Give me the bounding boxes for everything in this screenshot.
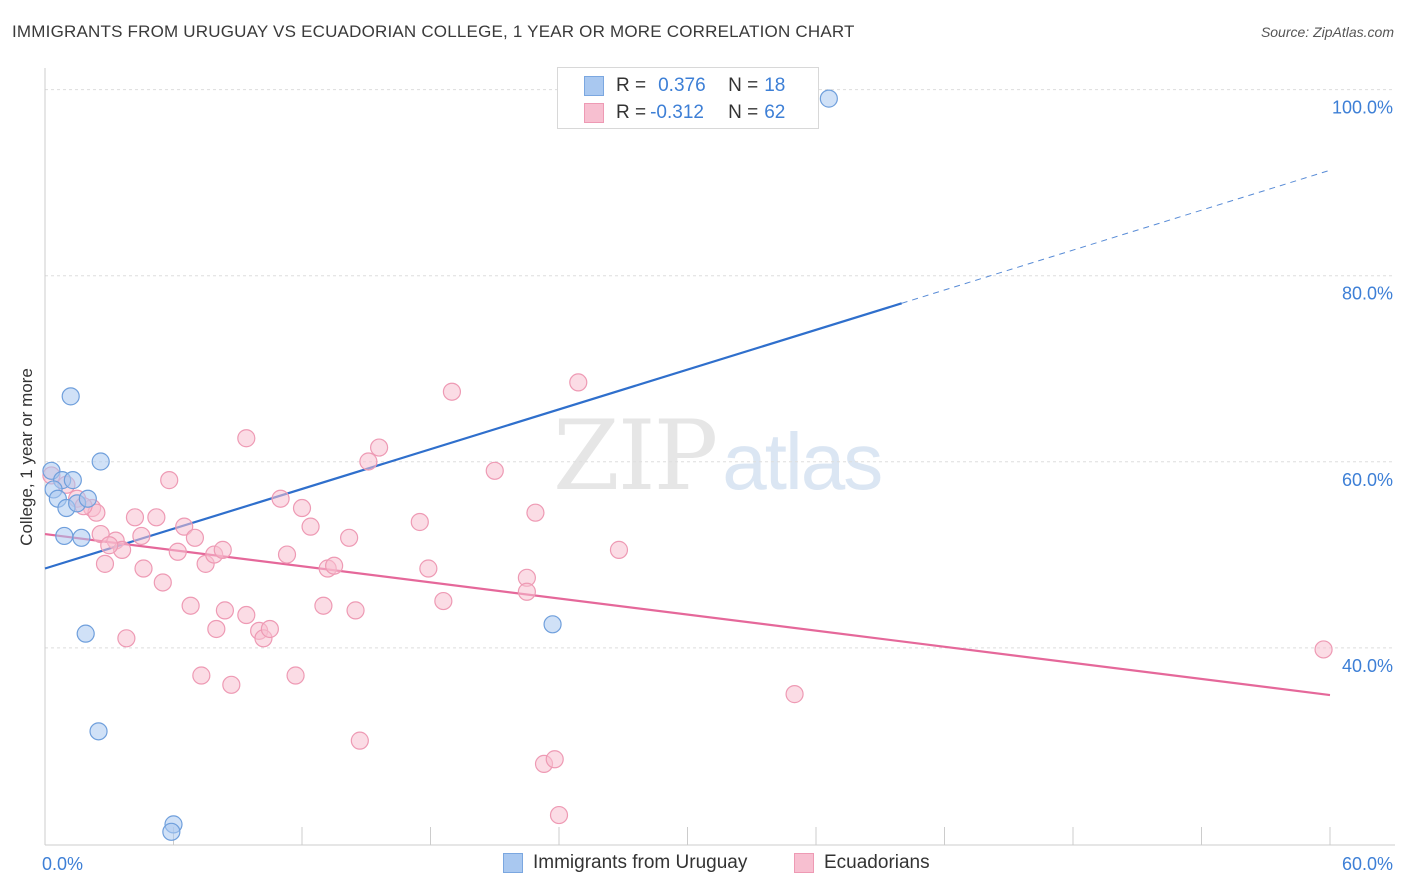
point-immigrants-from-uruguay [63,471,82,490]
point-immigrants-from-uruguay [61,387,80,406]
legend-n-label: N = [728,102,759,123]
y-tick-label: 80.0% [1342,284,1393,304]
legend-r-label: R = [616,102,647,123]
point-ecuadorians [526,503,545,522]
point-immigrants-from-uruguay [91,452,110,471]
point-ecuadorians [132,526,151,546]
tick-labels: 100.0% 80.0% 60.0% 40.0% 0.0% 60.0% [42,98,1393,874]
legend-swatch-ecuadorians [584,103,604,123]
watermark-zip: ZIP [553,400,718,512]
point-ecuadorians [271,489,290,508]
point-ecuadorians [222,675,241,694]
point-ecuadorians [125,508,145,527]
source-label: Source: ZipAtlas.com [1260,24,1394,40]
legend-label-uruguay: Immigrants from Uruguay [533,852,748,873]
y-tick-label: 100.0% [1332,98,1393,118]
legend-n-value: 18 [764,75,786,96]
legend-row-ecuadorians: R = -0.312 N = 62 [558,100,785,126]
point-ecuadorians [359,452,378,471]
point-ecuadorians [301,517,320,536]
legend-n-label: N = [728,75,759,96]
legend-r-value: -0.312 [650,102,704,123]
point-immigrants-from-uruguay [78,489,97,508]
legend-swatch-uruguay [503,853,523,873]
legend-label-ecuadorians: Ecuadorians [824,852,930,873]
point-ecuadorians [346,601,365,620]
point-ecuadorians [370,438,389,457]
point-ecuadorians [569,373,588,392]
legend-swatch-ecuadorians [794,853,814,873]
point-ecuadorians [237,605,256,625]
point-ecuadorians [237,429,256,448]
point-immigrants-from-uruguay [76,624,95,643]
axes [44,68,1395,846]
point-ecuadorians [260,619,279,639]
point-ecuadorians [185,528,205,547]
point-ecuadorians [545,750,564,769]
trend-line-immigrants-from-uruguay [44,302,902,570]
point-ecuadorians [286,666,305,685]
legend-r-value: 0.376 [658,75,706,96]
chart-title: IMMIGRANTS FROM URUGUAY VS ECUADORIAN CO… [12,22,855,41]
y-tick-label: 40.0% [1342,656,1393,676]
point-immigrants-from-uruguay [162,822,181,841]
point-ecuadorians [434,591,453,611]
point-ecuadorians [419,559,438,578]
point-ecuadorians [95,554,115,573]
point-immigrants-from-uruguay [89,722,108,741]
legend-row-uruguay: R = 0.376 N = 18 [558,73,785,99]
data-points [42,89,1333,841]
point-ecuadorians [134,559,153,578]
point-ecuadorians [213,540,232,559]
point-ecuadorians [192,666,211,685]
legend-item-ecuadorians[interactable]: Ecuadorians [794,852,930,874]
point-immigrants-from-uruguay [819,89,838,108]
point-immigrants-from-uruguay [543,615,562,634]
point-ecuadorians [325,556,344,575]
point-ecuadorians [277,545,297,564]
point-ecuadorians [147,508,166,527]
legend-swatch-uruguay [584,76,604,96]
point-ecuadorians [549,805,569,825]
correlation-legend: R = 0.376 N = 18 R = -0.312 N = 62 [557,67,819,129]
point-ecuadorians [100,536,119,555]
point-ecuadorians [207,619,226,639]
point-immigrants-from-uruguay [55,526,74,546]
point-ecuadorians [292,498,312,518]
y-tick-label: 60.0% [1342,470,1393,490]
legend-item-uruguay[interactable]: Immigrants from Uruguay [503,852,747,874]
point-ecuadorians [410,512,429,532]
point-ecuadorians [314,596,333,615]
point-ecuadorians [215,601,234,620]
trend-line-extension [901,169,1331,304]
series-legend: Immigrants from Uruguay Ecuadorians [0,852,1406,878]
point-ecuadorians [175,517,194,536]
legend-r-label: R = [616,75,647,96]
point-ecuadorians [340,528,359,547]
point-ecuadorians [1314,640,1333,659]
point-ecuadorians [168,542,187,561]
point-ecuadorians [485,461,504,480]
point-ecuadorians [181,596,200,615]
grid-lines [45,89,1395,649]
point-ecuadorians [160,471,179,490]
trend-line-ecuadorians [44,532,1331,697]
point-ecuadorians [117,629,136,648]
point-ecuadorians [785,685,804,704]
point-ecuadorians [442,382,462,401]
point-ecuadorians [517,582,536,601]
point-ecuadorians [153,573,172,592]
x-tick-label: 60.0% [1342,854,1393,874]
point-ecuadorians [350,731,369,750]
point-immigrants-from-uruguay [72,528,91,547]
legend-n-value: 62 [764,102,786,123]
x-tick-label: 0.0% [42,854,83,874]
point-ecuadorians [609,540,629,559]
y-axis-label: College, 1 year or more [17,368,36,546]
